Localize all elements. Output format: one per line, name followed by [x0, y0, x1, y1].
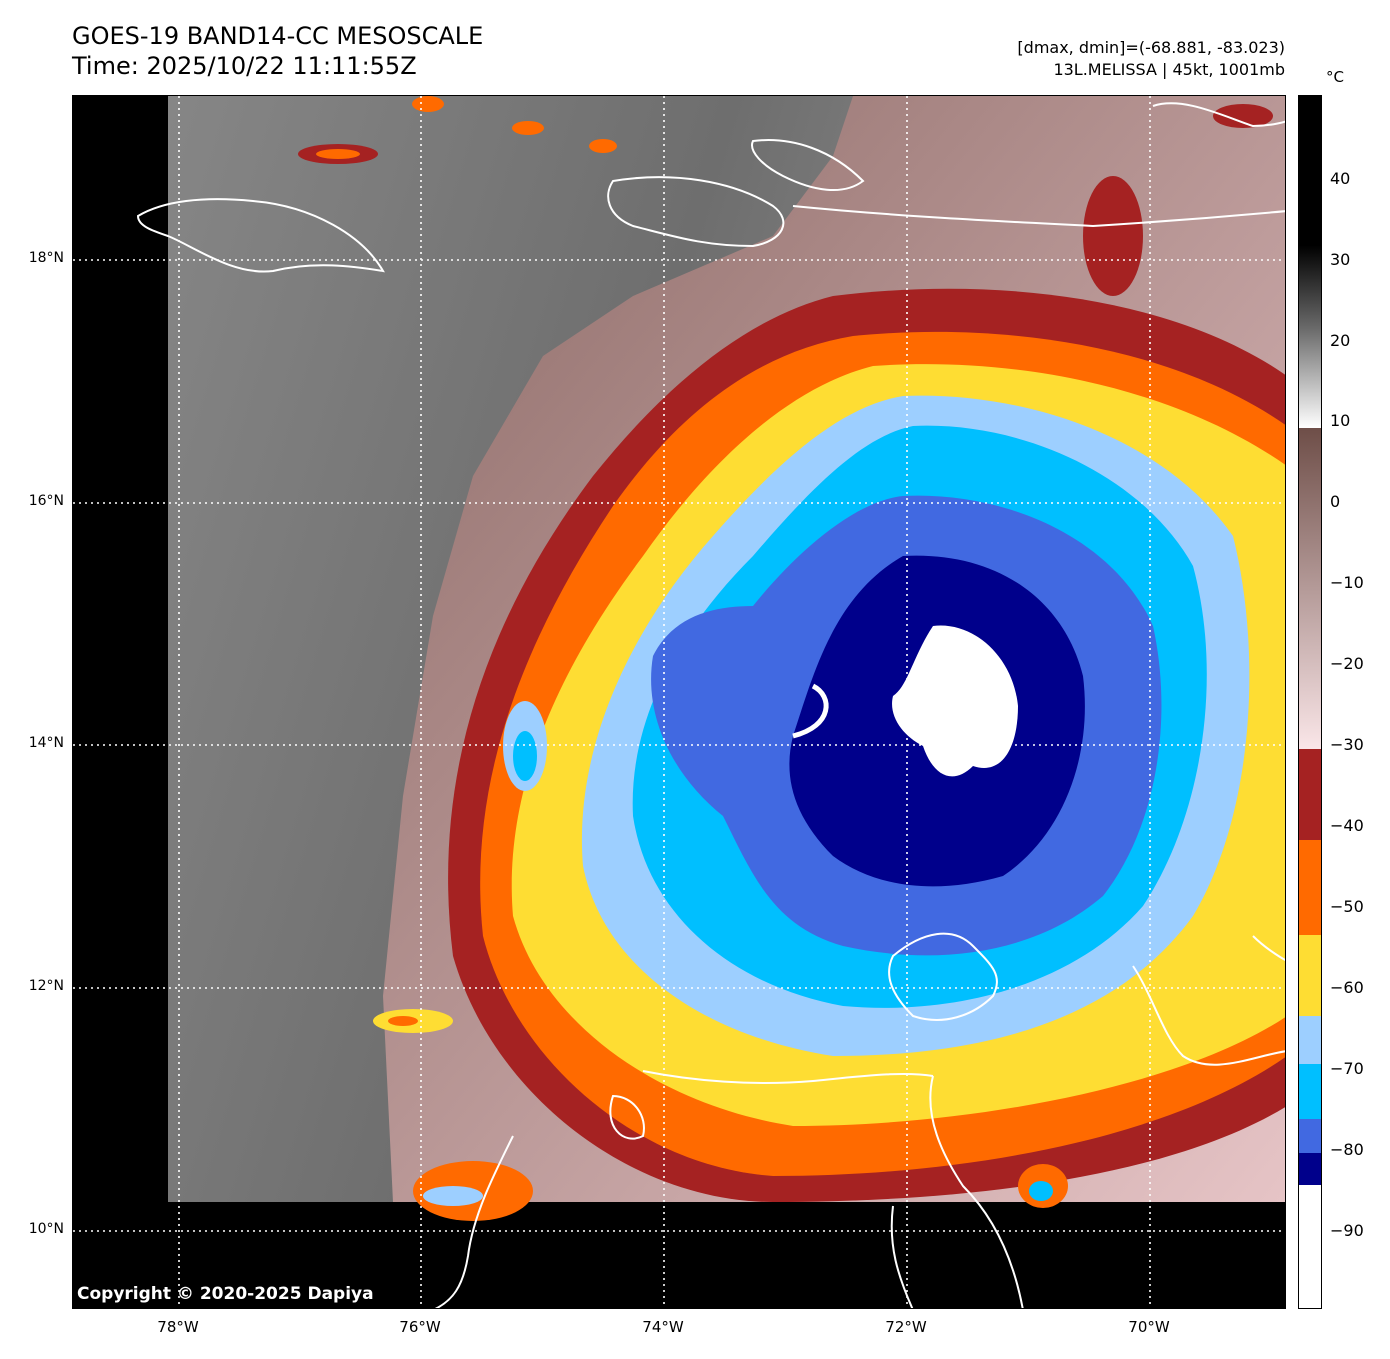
lat-tick-12n: 12°N [28, 978, 64, 994]
temperature-range: [dmax, dmin]=(-68.881, -83.023) [1017, 38, 1285, 57]
colorbar-gradient [1299, 96, 1321, 1308]
colorbar-tick-minus40: −40 [1330, 816, 1364, 835]
timestamp: Time: 2025/10/22 11:11:55Z [72, 52, 417, 80]
lat-tick-10n: 10°N [28, 1221, 64, 1237]
no-data-south [168, 1202, 1285, 1308]
colorbar-tick-minus70: −70 [1330, 1059, 1364, 1078]
colorbar-unit: °C [1326, 68, 1344, 86]
no-data-west [73, 96, 168, 1308]
lat-tick-16n: 16°N [28, 493, 64, 509]
colorbar-tick-minus60: −60 [1330, 978, 1364, 997]
colorbar-tick-minus80: −80 [1330, 1140, 1364, 1159]
colorbar-tick-30: 30 [1330, 250, 1351, 269]
southern-band [373, 1009, 1068, 1221]
lat-tick-18n: 18°N [28, 250, 64, 266]
lon-tick-78w: 78°W [157, 1318, 199, 1336]
lon-tick-70w: 70°W [1128, 1318, 1170, 1336]
colorbar-tick-minus20: −20 [1330, 654, 1364, 673]
graticule [73, 96, 1285, 1308]
chart-title: GOES-19 BAND14-CC MESOSCALE [72, 22, 484, 50]
colorbar-tick-minus50: −50 [1330, 897, 1364, 916]
colorbar-tick-minus10: −10 [1330, 573, 1364, 592]
colorbar-tick-minus90: −90 [1330, 1221, 1364, 1240]
colorbar-tick-0: 0 [1330, 492, 1341, 511]
colorbar-tick-20: 20 [1330, 331, 1351, 350]
lon-tick-72w: 72°W [885, 1318, 927, 1336]
copyright-notice: Copyright © 2020-2025 Dapiya [77, 1284, 374, 1304]
satellite-image [73, 96, 1285, 1308]
colorbar [1298, 95, 1322, 1309]
satellite-map [72, 95, 1286, 1309]
storm-info: 13L.MELISSA | 45kt, 1001mb [1053, 60, 1285, 79]
lat-tick-14n: 14°N [28, 735, 64, 751]
cyclone-cloud-shield [448, 288, 1285, 1202]
lon-tick-76w: 76°W [399, 1318, 441, 1336]
colorbar-tick-40: 40 [1330, 169, 1351, 188]
coastlines [136, 102, 1285, 1308]
colorbar-tick-10: 10 [1330, 411, 1351, 430]
scattered-convection [298, 96, 1273, 296]
colorbar-tick-minus30: −30 [1330, 735, 1364, 754]
lon-tick-74w: 74°W [642, 1318, 684, 1336]
